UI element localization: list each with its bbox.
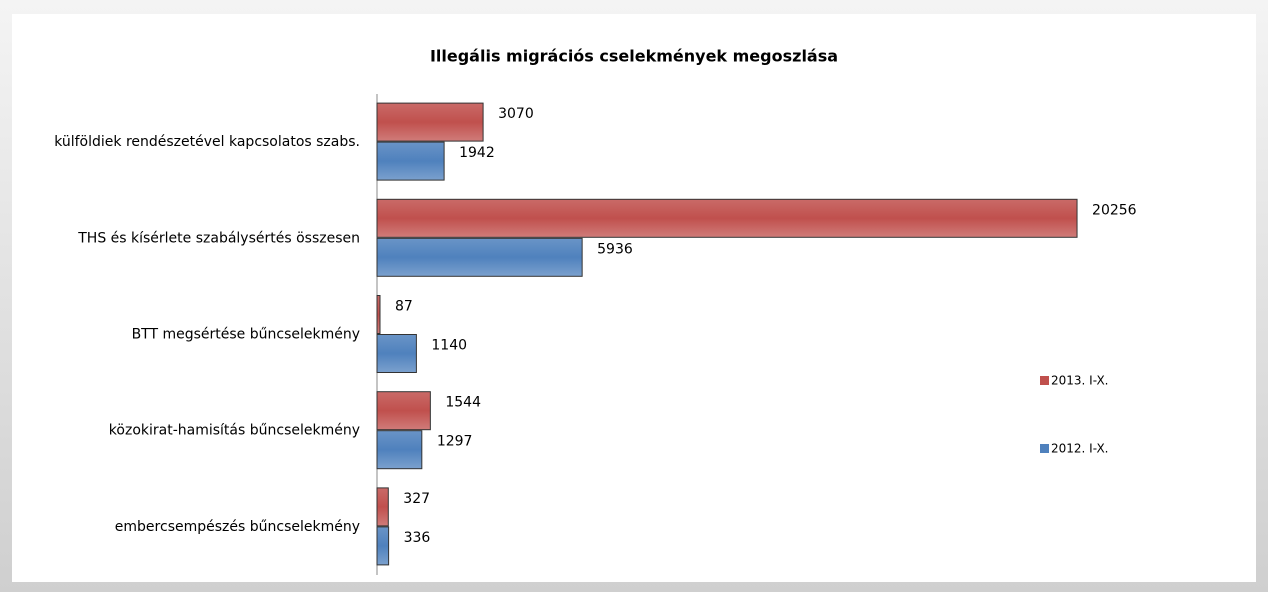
bar <box>376 295 381 334</box>
y-tick-label: THS és kísérlete szabálysértés összesen <box>77 230 360 246</box>
data-label: 1297 <box>437 434 473 450</box>
bar <box>376 487 389 527</box>
data-label: 1140 <box>431 338 467 354</box>
chart-title: Illegális migrációs cselekmények megoszl… <box>430 47 838 66</box>
bar <box>376 391 431 431</box>
data-label: 327 <box>403 491 430 507</box>
bar <box>376 237 583 277</box>
data-label: 20256 <box>1092 202 1137 218</box>
data-label: 5936 <box>597 241 633 257</box>
bar <box>376 430 423 470</box>
legend-swatch <box>1040 376 1049 385</box>
y-tick-label: embercsempészés bűncselekmény <box>115 519 360 535</box>
bar <box>376 102 484 142</box>
y-tick-label: BTT megsértése bűncselekmény <box>132 327 360 343</box>
legend-label: 2012. I-X. <box>1051 442 1108 456</box>
bar <box>376 198 1078 238</box>
data-label: 336 <box>404 530 431 546</box>
bar <box>376 526 390 566</box>
y-tick-label: külföldiek rendészetével kapcsolatos sza… <box>54 134 360 150</box>
bar <box>376 141 445 181</box>
legend-label: 2013. I-X. <box>1051 374 1108 388</box>
data-label: 1544 <box>445 395 481 411</box>
bar <box>376 334 417 373</box>
data-label: 1942 <box>459 145 495 161</box>
data-label: 3070 <box>498 106 534 122</box>
legend-swatch <box>1040 444 1049 453</box>
y-tick-label: közokirat-hamisítás bűncselekmény <box>109 423 360 439</box>
chart-area <box>12 14 1256 582</box>
data-label: 87 <box>395 299 413 315</box>
